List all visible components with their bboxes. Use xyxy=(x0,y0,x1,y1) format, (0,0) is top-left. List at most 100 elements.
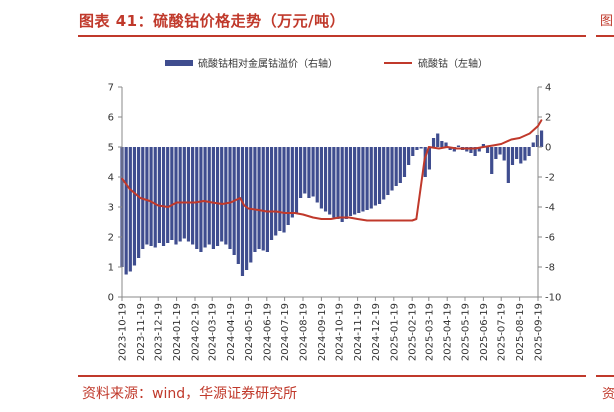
premium-bar xyxy=(286,147,290,225)
price-point xyxy=(500,143,503,145)
price-point xyxy=(446,146,449,148)
premium-bar xyxy=(469,147,473,153)
x-axis-tick-label: 2023-10-19 xyxy=(118,303,129,361)
premium-bar xyxy=(161,147,166,246)
price-point xyxy=(121,177,123,180)
premium-bar xyxy=(398,147,402,183)
premium-bar xyxy=(211,147,215,249)
premium-bar xyxy=(249,147,253,263)
price-point xyxy=(338,216,341,219)
premium-bar xyxy=(365,147,369,210)
price-point xyxy=(128,188,131,190)
x-axis-tick-label: 2024-11-19 xyxy=(353,303,364,361)
price-point xyxy=(257,209,260,211)
premium-bar xyxy=(377,147,382,204)
premium-bar xyxy=(473,147,477,156)
premium-bar xyxy=(128,147,132,272)
premium-bar xyxy=(336,147,340,219)
premium-bar xyxy=(178,147,182,242)
premium-bar xyxy=(224,147,228,245)
premium-bar xyxy=(274,147,278,236)
x-axis-tick-label: 2025-04-19 xyxy=(443,303,454,361)
premium-bar xyxy=(253,147,257,252)
x-axis-tick-label: 2025-08-19 xyxy=(515,303,526,361)
premium-bar xyxy=(402,147,407,177)
price-point xyxy=(528,132,531,135)
price-point xyxy=(167,206,170,208)
premium-bar xyxy=(506,147,510,183)
premium-bar xyxy=(166,147,170,243)
premium-bar xyxy=(419,147,423,149)
x-axis-tick-label: 2025-09-19 xyxy=(534,303,545,361)
premium-bar xyxy=(373,147,377,206)
right-axis-tick-label: 0 xyxy=(545,143,551,154)
left-axis-tick-label: 2 xyxy=(108,233,114,244)
x-axis-tick-label: 2024-12-19 xyxy=(371,303,382,361)
price-point xyxy=(537,125,539,127)
premium-bar xyxy=(149,147,153,246)
premium-bar xyxy=(353,147,357,215)
right-axis-tick-label: -2 xyxy=(545,173,555,184)
price-point xyxy=(411,219,413,222)
left-axis-tick-label: 4 xyxy=(108,173,114,184)
premium-bar xyxy=(523,147,527,161)
x-axis-tick-label: 2024-01-19 xyxy=(172,303,183,361)
adjacent-source-rule xyxy=(596,375,614,377)
premium-bar xyxy=(510,147,515,165)
premium-bar xyxy=(485,147,490,153)
premium-bar xyxy=(436,133,440,147)
price-point xyxy=(384,219,387,222)
right-axis-tick-label: -8 xyxy=(545,263,555,274)
x-axis-tick-label: 2024-07-19 xyxy=(280,303,291,361)
price-point xyxy=(221,203,224,205)
premium-bar xyxy=(357,147,361,213)
price-point xyxy=(185,201,188,204)
x-axis-tick-label: 2025-06-19 xyxy=(479,303,490,361)
price-point xyxy=(266,210,268,213)
premium-bar xyxy=(265,147,269,252)
premium-bar xyxy=(137,147,141,258)
premium-bar xyxy=(448,147,452,150)
premium-bar xyxy=(502,147,506,161)
x-axis-tick-label: 2025-02-19 xyxy=(408,303,419,361)
premium-bar xyxy=(191,147,195,245)
price-point xyxy=(438,147,440,150)
premium-bar xyxy=(319,147,323,209)
right-axis-tick-label: 2 xyxy=(545,113,551,124)
x-axis-tick-label: 2025-03-19 xyxy=(424,303,435,361)
premium-bar xyxy=(490,147,494,174)
price-point xyxy=(229,201,232,204)
premium-bar xyxy=(215,147,220,246)
price-point xyxy=(194,201,196,204)
x-axis-tick-label: 2024-06-19 xyxy=(262,303,273,361)
left-axis-tick-label: 1 xyxy=(108,263,114,274)
premium-bar xyxy=(498,147,502,155)
chart-axes: 0 1 2 3 4 5 6 7 -10 -8 -6 -4 -2 0 2 4 2023-10-19 2023-11-… xyxy=(108,83,562,362)
x-axis-tick-label: 2025-07-19 xyxy=(497,303,508,361)
premium-bar xyxy=(299,147,303,198)
premium-bar xyxy=(427,147,431,170)
right-axis-tick-label: -4 xyxy=(545,203,555,214)
source-rule xyxy=(78,375,586,377)
price-point xyxy=(428,146,430,148)
x-axis-tick-label: 2025-05-19 xyxy=(461,303,472,361)
x-axis-tick-label: 2024-10-19 xyxy=(335,303,346,361)
price-point xyxy=(518,137,521,139)
adjacent-source-fragment: 资 xyxy=(602,387,614,402)
premium-bar xyxy=(332,147,336,218)
price-point xyxy=(283,212,286,214)
premium-bar xyxy=(157,147,161,243)
premium-bar xyxy=(182,147,186,239)
premium-bar xyxy=(132,147,137,266)
premium-bar xyxy=(444,142,448,147)
premium-bar xyxy=(415,147,419,150)
premium-bar xyxy=(290,147,294,218)
premium-bar xyxy=(307,147,311,198)
premium-bar xyxy=(220,147,224,242)
premium-bar xyxy=(323,147,328,212)
price-point xyxy=(492,144,494,147)
premium-bar xyxy=(124,147,128,275)
premium-bar xyxy=(145,147,149,245)
chart-legend: 硫酸钴相对金属钴溢价（右轴） 硫酸钴（左轴） xyxy=(165,57,488,70)
